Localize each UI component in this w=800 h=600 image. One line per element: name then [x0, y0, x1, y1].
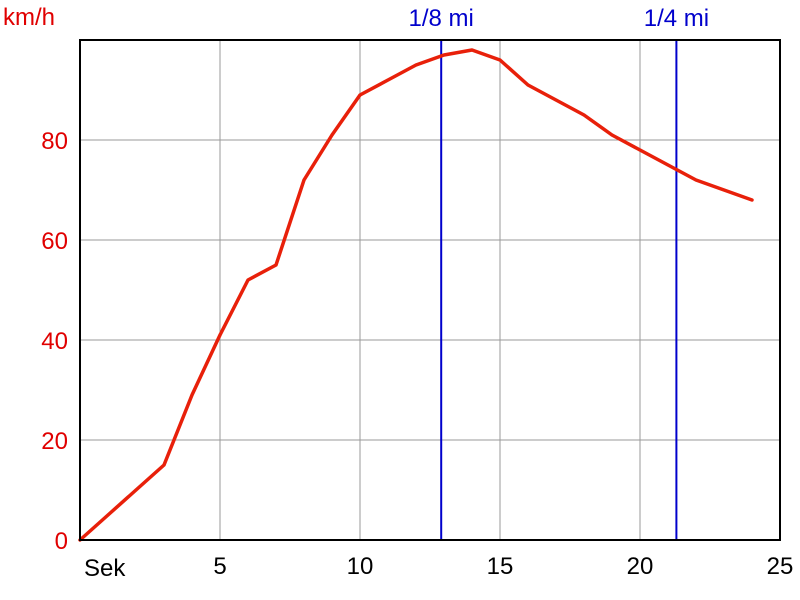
y-tick-label-2: 40: [41, 328, 68, 355]
series-0-point-8: [302, 178, 306, 182]
series-0-point-19: [610, 133, 614, 137]
y-tick-labels: 0 20 40 60 80: [41, 128, 68, 555]
series-0-point-16: [526, 83, 530, 87]
series-0-point-4: [190, 393, 194, 397]
series-0-point-3: [162, 463, 166, 467]
x-tick-labels: 5 10 15 20 25: [213, 553, 793, 580]
series-0-point-20: [638, 148, 642, 152]
series-0-point-9: [330, 133, 334, 137]
series-0-point-21: [666, 163, 670, 167]
series-0-point-12: [414, 63, 418, 67]
y-tick-label-3: 60: [41, 228, 68, 255]
y-tick-label-0: 0: [55, 528, 68, 555]
series-0-point-15: [498, 58, 502, 62]
x-axis-label: Sek: [84, 555, 126, 582]
series-0-point-14: [470, 48, 474, 52]
series-0-point-17: [554, 98, 558, 102]
series-0-point-11: [386, 78, 390, 82]
series-0-point-1: [106, 513, 110, 517]
series-0-point-24: [750, 198, 754, 202]
series-0-point-5: [218, 333, 222, 337]
plot-frame: [79, 39, 781, 541]
y-tick-label-4: 80: [41, 128, 68, 155]
x-tick-label-0: 5: [213, 553, 226, 580]
series-0-point-7: [274, 263, 278, 267]
x-tick-label-3: 20: [627, 553, 654, 580]
reference-line-label-0: 1/8 mi: [409, 5, 474, 32]
series-0-point-6: [246, 278, 250, 282]
series-line-0: [78, 48, 754, 542]
series-0-point-13: [442, 53, 446, 57]
grid: [80, 40, 781, 541]
series-0-point-10: [358, 93, 362, 97]
reference-lines: [440, 40, 678, 540]
reference-line-label-1: 1/4 mi: [644, 5, 709, 32]
series-0-point-18: [582, 113, 586, 117]
x-tick-label-1: 10: [347, 553, 374, 580]
series-0-point-2: [134, 488, 138, 492]
series-0-point-23: [722, 188, 726, 192]
y-axis-label: km/h: [3, 4, 55, 31]
y-tick-label-1: 20: [41, 428, 68, 455]
reference-line-labels: 1/8 mi 1/4 mi: [409, 5, 710, 32]
series-0-point-22: [694, 178, 698, 182]
x-tick-label-2: 15: [487, 553, 514, 580]
series-group: [78, 48, 754, 542]
x-tick-label-4: 25: [767, 553, 794, 580]
